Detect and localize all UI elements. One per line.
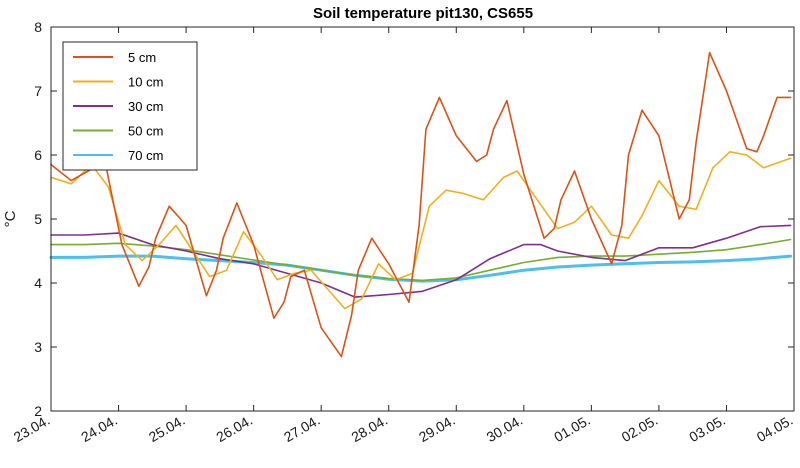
x-tick-label: 25.04.	[146, 412, 188, 445]
x-tick-label: 28.04.	[349, 412, 391, 445]
x-tick-label: 03.05.	[686, 412, 728, 445]
y-tick-label: 8	[34, 19, 42, 35]
y-tick-label: 5	[34, 211, 42, 227]
y-axis: 2 3 4 5 6 7 8	[34, 19, 794, 419]
chart-title: Soil temperature pit130, CS655	[313, 5, 533, 22]
x-tick-label: 30.04.	[484, 412, 526, 445]
legend-label: 70 cm	[128, 148, 163, 163]
y-axis-label: °C	[2, 210, 19, 227]
x-tick-label: 26.04.	[213, 412, 255, 445]
x-tick-label: 29.04.	[416, 412, 458, 445]
y-tick-label: 4	[34, 275, 42, 291]
legend-label: 50 cm	[128, 124, 163, 139]
legend-label: 10 cm	[128, 75, 163, 90]
y-tick-label: 7	[34, 83, 42, 99]
series-line-30cm	[50, 224, 792, 298]
y-tick-label: 6	[34, 147, 42, 163]
legend-label: 30 cm	[128, 99, 163, 114]
x-tick-label: 01.05.	[551, 412, 593, 445]
legend-label: 5 cm	[128, 50, 156, 65]
series-line-70cm	[49, 254, 793, 283]
x-tick-label: 04.05.	[754, 412, 796, 445]
x-tick-label: 02.05.	[619, 412, 661, 445]
y-tick-label: 2	[34, 403, 42, 419]
x-tick-label: 27.04.	[281, 412, 323, 445]
y-tick-label: 3	[34, 339, 42, 355]
series-lines	[49, 51, 793, 358]
legend: 5 cm 10 cm 30 cm 50 cm 70 cm	[62, 41, 198, 171]
series-line-5cm	[50, 51, 792, 358]
series-line-10cm	[50, 151, 792, 310]
x-tick-label: 23.04.	[11, 412, 53, 445]
x-tick-label: 24.04.	[78, 412, 120, 445]
